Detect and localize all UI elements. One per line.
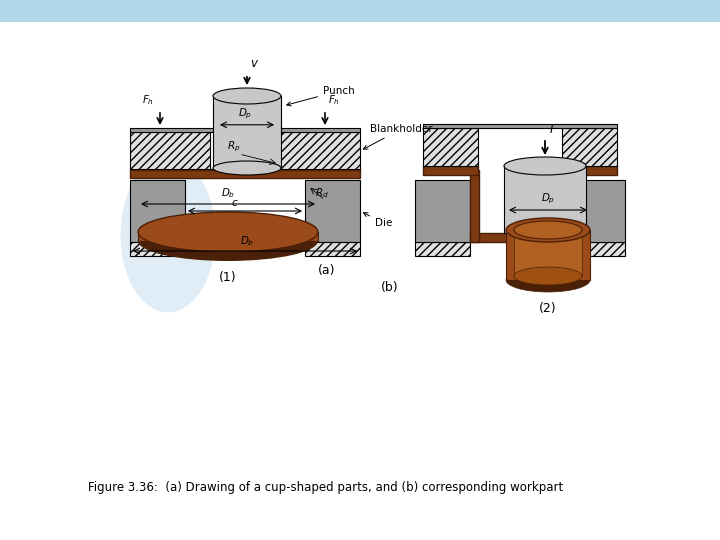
- Text: $D_p$: $D_p$: [541, 192, 555, 206]
- Text: $D_p$: $D_p$: [238, 106, 252, 121]
- Bar: [423, 166, 478, 175]
- Ellipse shape: [504, 157, 586, 175]
- Text: $v$: $v$: [250, 57, 259, 70]
- Ellipse shape: [138, 221, 318, 261]
- Text: $D_b$: $D_b$: [240, 234, 254, 248]
- Ellipse shape: [514, 267, 582, 285]
- Bar: [561, 170, 570, 242]
- Bar: [130, 242, 185, 256]
- Bar: [305, 180, 360, 242]
- Ellipse shape: [138, 212, 318, 252]
- Ellipse shape: [506, 268, 590, 292]
- Bar: [423, 128, 478, 166]
- Text: $R_p$: $R_p$: [227, 140, 240, 154]
- Bar: [562, 128, 617, 166]
- Ellipse shape: [506, 218, 590, 242]
- Text: Blankholder: Blankholder: [364, 124, 433, 149]
- Text: $F_h$: $F_h$: [328, 93, 340, 107]
- Bar: [504, 166, 586, 233]
- Bar: [470, 170, 479, 242]
- Bar: [130, 180, 185, 242]
- Bar: [138, 232, 318, 241]
- Bar: [570, 180, 625, 242]
- Bar: [470, 233, 570, 242]
- Text: $F_h$: $F_h$: [142, 93, 154, 107]
- Bar: [562, 166, 617, 175]
- Text: $D_b$: $D_b$: [221, 186, 235, 200]
- Ellipse shape: [514, 221, 582, 239]
- Bar: [130, 169, 360, 172]
- Bar: [506, 230, 590, 280]
- Bar: [130, 128, 360, 132]
- Text: Die: Die: [364, 213, 392, 228]
- Bar: [305, 242, 360, 256]
- Bar: [415, 242, 470, 256]
- Bar: [130, 170, 360, 178]
- Ellipse shape: [213, 161, 281, 175]
- Text: (2): (2): [539, 302, 557, 315]
- Bar: [423, 124, 617, 128]
- Ellipse shape: [213, 88, 281, 104]
- Bar: [130, 132, 210, 170]
- Text: Figure 3.36:  (a) Drawing of a cup-shaped parts, and (b) corresponding workpart: Figure 3.36: (a) Drawing of a cup-shaped…: [88, 482, 563, 495]
- Bar: [280, 132, 360, 170]
- Bar: [570, 242, 625, 256]
- Text: (1): (1): [219, 271, 237, 284]
- Bar: [514, 230, 582, 276]
- Text: (a): (a): [318, 264, 336, 277]
- Text: $F$: $F$: [549, 123, 558, 136]
- Text: Punch: Punch: [287, 86, 355, 106]
- Bar: [213, 96, 281, 168]
- Bar: [415, 180, 470, 242]
- Text: $c$: $c$: [231, 198, 239, 208]
- Text: (b): (b): [381, 281, 399, 294]
- Text: $R_d$: $R_d$: [315, 186, 329, 200]
- Bar: [0, 0, 720, 22]
- Ellipse shape: [120, 158, 215, 313]
